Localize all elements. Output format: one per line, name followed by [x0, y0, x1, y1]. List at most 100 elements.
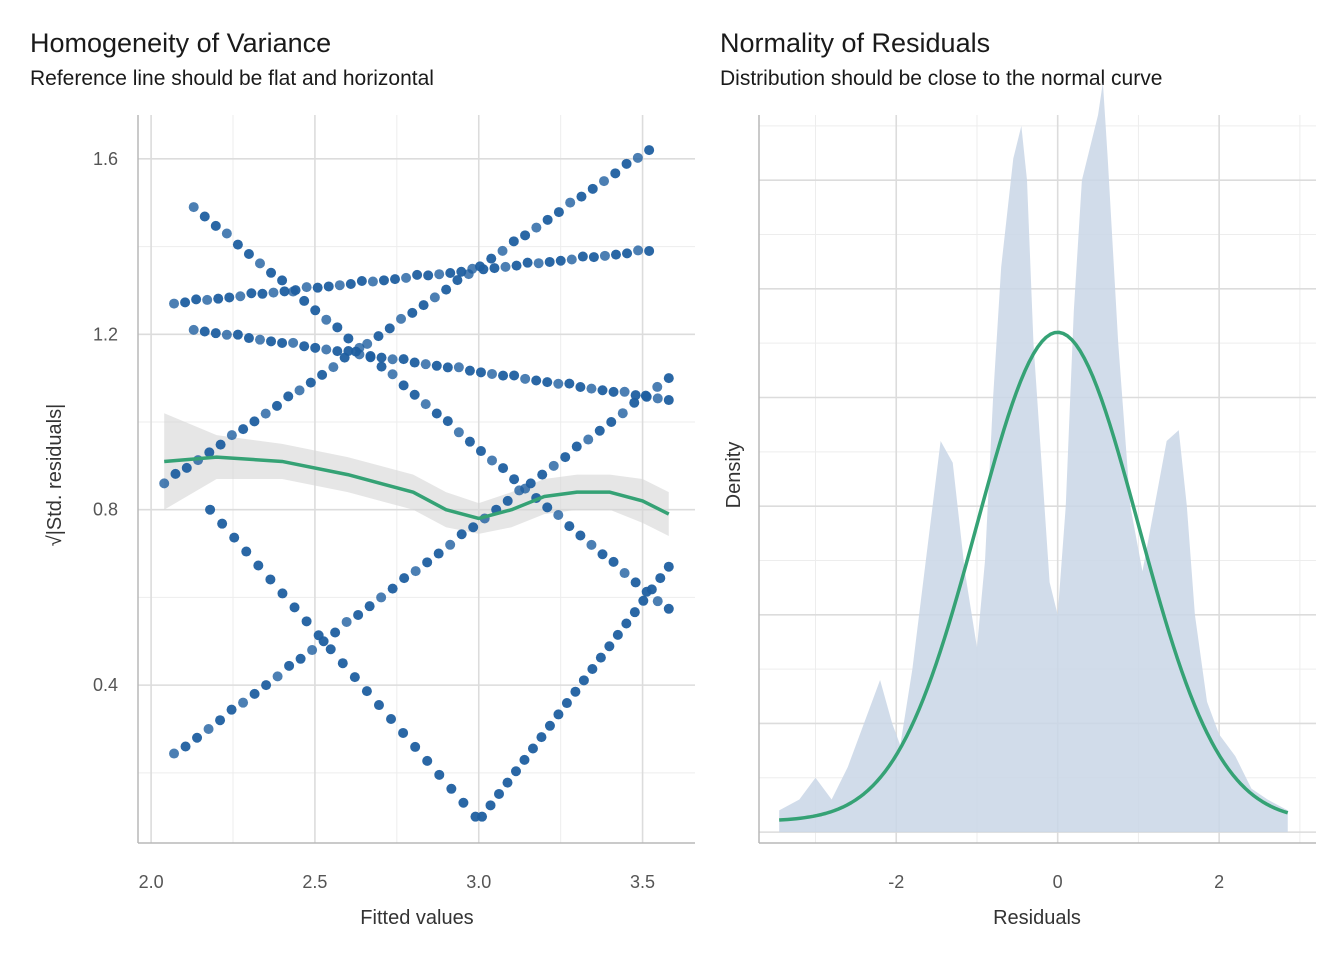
- data-point: [608, 386, 619, 397]
- data-point: [467, 263, 478, 274]
- data-point: [310, 305, 321, 316]
- data-point: [604, 641, 615, 652]
- data-point: [542, 502, 553, 513]
- data-point: [576, 191, 587, 202]
- data-point: [587, 663, 598, 674]
- data-point: [571, 441, 582, 452]
- data-point: [349, 672, 360, 683]
- data-point: [537, 469, 548, 480]
- data-point: [531, 222, 542, 233]
- data-point: [431, 360, 442, 371]
- data-point: [202, 294, 213, 305]
- data-point: [180, 741, 191, 752]
- data-point: [373, 700, 384, 711]
- data-point: [180, 297, 191, 308]
- data-point: [456, 529, 467, 540]
- data-point: [398, 380, 409, 391]
- data-point: [502, 777, 513, 788]
- homogeneity-x-label: Fitted values: [360, 907, 473, 929]
- data-point: [622, 248, 633, 259]
- data-point: [586, 383, 597, 394]
- data-point: [475, 446, 486, 457]
- data-point: [544, 720, 555, 731]
- data-point: [328, 362, 339, 373]
- data-point: [215, 715, 226, 726]
- data-point: [181, 462, 192, 473]
- data-point: [565, 197, 576, 208]
- homogeneity-x-ticks: 2.0 2.5 3.0 3.5: [139, 872, 656, 892]
- data-point: [325, 644, 336, 655]
- data-point: [249, 688, 260, 699]
- data-point: [221, 228, 232, 239]
- data-point: [632, 152, 643, 163]
- data-point: [343, 345, 354, 356]
- data-point: [445, 267, 456, 278]
- data-point: [410, 566, 421, 577]
- data-point: [629, 607, 640, 618]
- data-point: [527, 743, 538, 754]
- data-point: [641, 391, 652, 402]
- normality-x-label: Residuals: [993, 907, 1081, 929]
- data-point: [599, 250, 610, 261]
- data-point: [387, 583, 398, 594]
- data-point: [412, 269, 423, 280]
- normal-curve: [779, 330, 1289, 822]
- data-point: [238, 697, 249, 708]
- data-point: [235, 291, 246, 302]
- data-point: [188, 202, 199, 213]
- x-tick-label: -2: [888, 872, 904, 892]
- data-point: [655, 573, 666, 584]
- data-point: [646, 584, 657, 595]
- data-point: [612, 629, 623, 640]
- data-point: [407, 307, 418, 318]
- data-point: [376, 361, 387, 372]
- data-point: [356, 276, 367, 287]
- data-point: [544, 256, 555, 267]
- data-point: [520, 373, 531, 384]
- data-point: [401, 272, 412, 283]
- x-tick-label: 3.5: [630, 872, 655, 892]
- data-point: [599, 176, 610, 187]
- data-point: [663, 603, 674, 614]
- data-point: [249, 416, 260, 427]
- data-point: [257, 288, 268, 299]
- data-point: [542, 377, 553, 388]
- data-point: [203, 723, 214, 734]
- data-point: [553, 509, 564, 520]
- data-point: [597, 549, 608, 560]
- data-point: [365, 351, 376, 362]
- data-point: [188, 324, 199, 335]
- homogeneity-title: Homogeneity of Variance: [30, 28, 331, 58]
- homogeneity-panel: Homogeneity of Variance Reference line s…: [30, 28, 695, 929]
- data-point: [362, 338, 373, 349]
- data-point: [418, 300, 429, 311]
- y-tick-label: 0.4: [93, 675, 118, 695]
- data-point: [420, 359, 431, 370]
- data-point: [253, 560, 264, 571]
- data-point: [548, 460, 559, 471]
- data-point: [442, 416, 453, 427]
- data-point: [606, 416, 617, 427]
- data-point: [500, 261, 511, 272]
- data-point: [630, 390, 641, 401]
- data-point: [564, 521, 575, 532]
- data-point: [409, 389, 420, 400]
- data-point: [384, 323, 395, 334]
- data-point: [509, 474, 520, 485]
- data-point: [577, 251, 588, 262]
- data-point: [434, 769, 445, 780]
- data-point: [575, 530, 586, 541]
- data-point: [409, 357, 420, 368]
- data-point: [254, 258, 265, 269]
- data-point: [487, 368, 498, 379]
- data-point: [486, 253, 497, 264]
- data-point: [489, 263, 500, 274]
- data-point: [238, 424, 249, 435]
- data-point: [442, 362, 453, 373]
- data-point: [533, 258, 544, 269]
- data-point: [210, 220, 221, 231]
- data-point: [254, 334, 265, 345]
- normality-x-ticks: -2 0 2: [888, 872, 1224, 892]
- x-tick-label: 3.0: [466, 872, 491, 892]
